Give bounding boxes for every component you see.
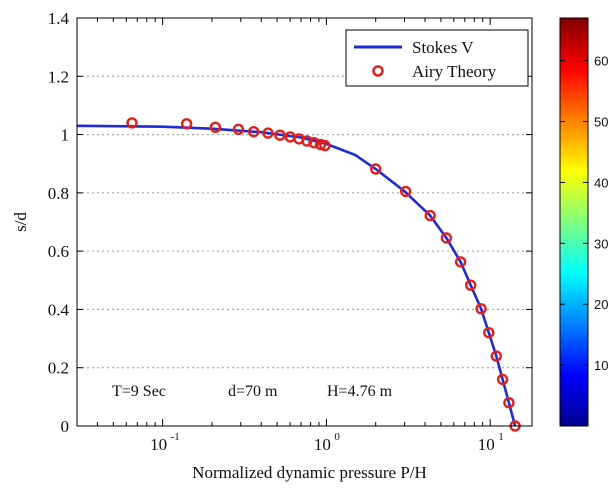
y-tick-label: 1.4 — [48, 9, 70, 28]
data-point-airy — [496, 373, 509, 386]
x-axis-title: Normalized dynamic pressure P/H — [192, 463, 427, 482]
annotation-height: H=4.76 m — [327, 383, 393, 400]
data-point-airy — [465, 279, 477, 291]
annotation-depth: d=70 m — [228, 383, 278, 400]
legend-marker-swatch — [372, 65, 384, 77]
y-tick-label: 0.6 — [48, 242, 69, 261]
colorbar-tick-label: 30 — [594, 236, 608, 251]
grid-lines — [77, 75, 532, 369]
legend-box — [345, 29, 529, 87]
x-tick-label: 10 — [150, 435, 167, 454]
colorbar-tick-label: 40 — [594, 175, 608, 190]
data-point-airy — [490, 350, 502, 362]
colorbar-tick-label: 60 — [594, 54, 608, 69]
data-point-airy — [370, 163, 382, 175]
data-point-airy — [262, 127, 274, 139]
y-tick-label: 0.2 — [48, 359, 69, 378]
data-point-airy — [247, 125, 260, 138]
x-tick-exponent: 0 — [334, 431, 340, 443]
legend-label-airy: Airy Theory — [412, 62, 497, 81]
x-tick-exponent: 1 — [498, 431, 504, 443]
y-tick-label: 0.8 — [48, 184, 69, 203]
annotation-period: T=9 Sec — [112, 383, 166, 400]
colorbar-ticks: 10 20 30 40 50 60 — [560, 54, 608, 373]
data-point-airy — [424, 209, 436, 222]
data-point-airy — [475, 303, 487, 315]
colorbar-tick-label: 20 — [594, 297, 608, 312]
data-point-airy — [209, 121, 222, 134]
data-point-airy — [301, 135, 313, 147]
x-tick-label: 10 — [314, 435, 331, 454]
data-point-airy — [503, 397, 515, 409]
y-axis-title: s/d — [11, 212, 30, 232]
axis-ticks: 00.20.40.60.811.21.410 -1 10 0 10 1 — [48, 9, 532, 454]
y-tick-label: 0.4 — [48, 300, 70, 319]
y-tick-label: 1 — [61, 126, 70, 145]
colorbar: 10 20 30 40 50 60 — [559, 17, 608, 427]
y-tick-label: 0 — [61, 417, 70, 436]
data-point-airy — [232, 123, 245, 136]
plot-frame — [76, 17, 533, 427]
colorbar-tick-label: 10 — [594, 358, 608, 373]
y-tick-label: 1.2 — [48, 67, 69, 86]
series-line-stokes — [76, 124, 517, 427]
data-point-airy — [400, 185, 412, 198]
legend-label-stokes: Stokes V — [412, 38, 474, 57]
colorbar-tick-label: 50 — [594, 115, 608, 130]
x-tick-label: 10 — [478, 435, 495, 454]
legend: Stokes V Airy Theory — [345, 29, 529, 87]
data-point-airy — [440, 232, 453, 244]
plot-series — [76, 117, 521, 432]
data-point-airy — [483, 327, 495, 339]
data-point-airy — [274, 129, 286, 141]
data-point-airy — [454, 256, 467, 268]
data-point-airy — [308, 136, 320, 149]
data-point-airy — [126, 117, 138, 129]
data-point-airy — [180, 118, 193, 130]
data-point-airy — [319, 139, 331, 152]
colorbar-gradient — [559, 17, 589, 427]
x-tick-exponent: -1 — [171, 431, 180, 443]
